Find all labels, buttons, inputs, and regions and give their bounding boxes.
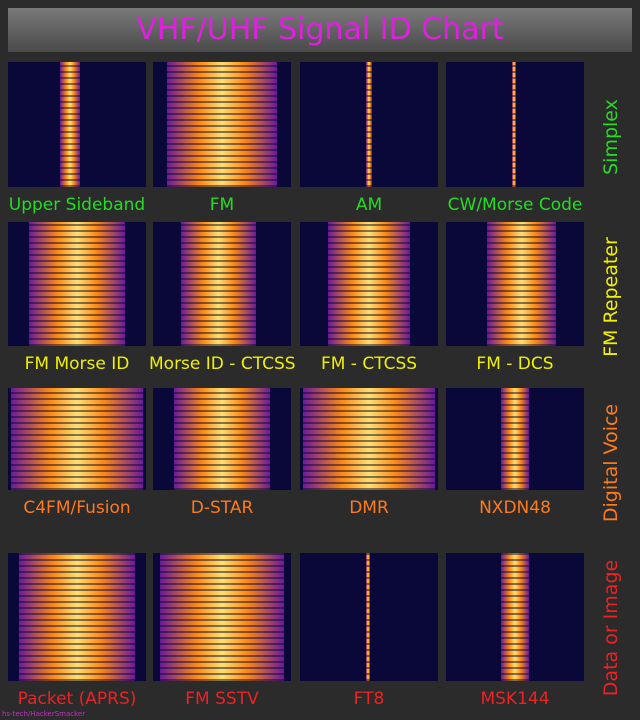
- signal-band: [60, 62, 80, 187]
- waterfall-image: [300, 222, 438, 346]
- signal-band: [180, 222, 257, 346]
- cell-label: NXDN48: [479, 498, 551, 518]
- signal-band: [327, 222, 411, 346]
- title: VHF/UHF Signal ID Chart: [8, 8, 632, 52]
- waterfall-image: [153, 553, 291, 681]
- signal-band: [302, 388, 436, 490]
- cell-label: D-STAR: [190, 498, 254, 518]
- signal-band: [19, 553, 135, 681]
- signal-band: [173, 388, 271, 490]
- waterfall-image: [446, 388, 584, 490]
- group-text: FM Repeater: [600, 237, 622, 357]
- signal-band: [512, 62, 517, 187]
- waterfall-image: [153, 62, 291, 187]
- signal-band: [487, 222, 557, 346]
- cell-label: FT8: [353, 689, 385, 709]
- credit: hs-tech/HackerSmacker: [2, 710, 86, 718]
- signal-band: [366, 553, 371, 681]
- signal-band: [166, 62, 278, 187]
- waterfall-image: [300, 62, 438, 187]
- group-text: Simplex: [600, 99, 623, 175]
- signal-band: [501, 553, 529, 681]
- waterfall-image: [153, 388, 291, 490]
- cell-label: FM Morse ID: [24, 354, 130, 374]
- group-label: FM Repeater: [596, 217, 626, 377]
- cell-label: FM - DCS: [476, 354, 554, 374]
- cell-label: AM: [355, 195, 383, 215]
- waterfall-image: [8, 222, 146, 346]
- signal-band: [501, 388, 529, 490]
- waterfall-image: [153, 222, 291, 346]
- cell-label: DMR: [349, 498, 389, 518]
- group-text: Digital Voice: [600, 403, 623, 523]
- cell-label: Upper Sideband: [8, 195, 146, 215]
- cell-label: Packet (APRS): [17, 689, 137, 709]
- waterfall-image: [8, 553, 146, 681]
- waterfall-image: [8, 388, 146, 490]
- signal-band: [10, 388, 144, 490]
- waterfall-image: [446, 62, 584, 187]
- cell-label: CW/Morse Code: [447, 195, 583, 215]
- waterfall-image: [8, 62, 146, 187]
- group-label: Data or Image: [596, 548, 626, 708]
- signal-band: [159, 553, 285, 681]
- cell-label: FM SSTV: [185, 689, 259, 709]
- signal-band: [366, 62, 372, 187]
- waterfall-image: [446, 553, 584, 681]
- cell-label: Morse ID - CTCSS: [149, 354, 296, 374]
- waterfall-image: [300, 388, 438, 490]
- signal-band: [28, 222, 126, 346]
- cell-label: FM - CTCSS: [320, 354, 418, 374]
- group-label: Simplex: [596, 57, 626, 217]
- cell-label: MSK144: [480, 689, 550, 709]
- waterfall-image: [300, 553, 438, 681]
- cell-label: C4FM/Fusion: [23, 498, 131, 518]
- waterfall-image: [446, 222, 584, 346]
- group-text: Data or Image: [600, 559, 623, 697]
- group-label: Digital Voice: [596, 383, 626, 543]
- cell-label: FM: [209, 195, 235, 215]
